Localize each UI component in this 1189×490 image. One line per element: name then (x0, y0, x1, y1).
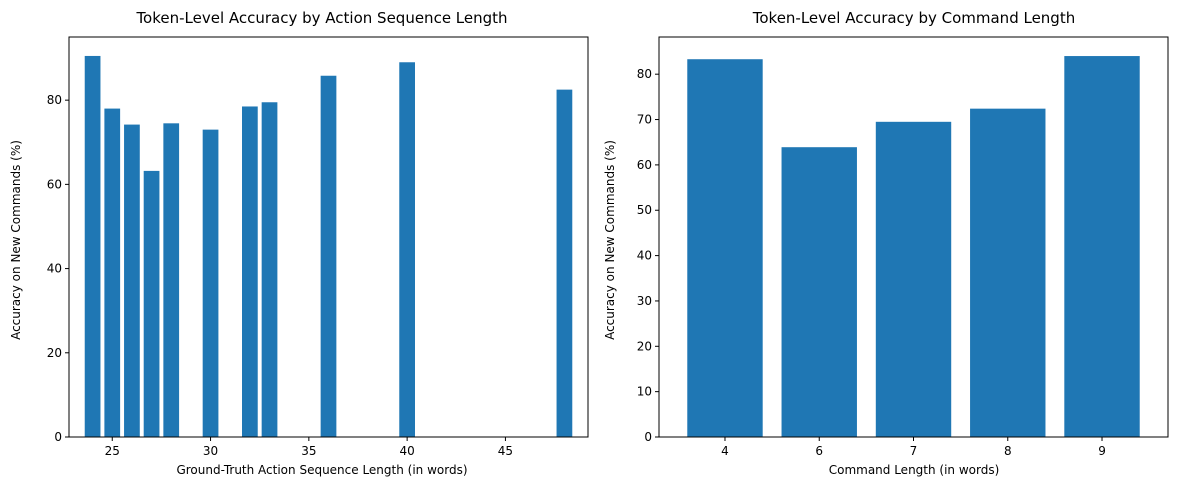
x-axis-label: Ground-Truth Action Sequence Length (in … (176, 463, 467, 477)
y-tick-label: 50 (637, 203, 652, 217)
bar (261, 102, 278, 437)
y-axis-ticks: 0 10 20 30 40 50 60 70 80 (637, 67, 659, 444)
bar-group (84, 55, 573, 438)
y-tick-label: 80 (47, 93, 62, 107)
y-tick-label: 80 (637, 67, 652, 81)
y-tick-label: 0 (644, 430, 652, 444)
x-tick-label: 9 (1098, 444, 1106, 458)
y-tick-label: 60 (637, 158, 652, 172)
chart-title: Token-Level Accuracy by Action Sequence … (135, 9, 507, 27)
bar (970, 108, 1046, 437)
bar (143, 170, 160, 437)
bar (875, 121, 952, 437)
bar (202, 129, 219, 437)
y-tick-label: 10 (637, 385, 652, 399)
y-tick-label: 30 (637, 294, 652, 308)
chart-command-length: Token-Level Accuracy by Command Length 4… (603, 9, 1169, 477)
x-tick-label: 25 (105, 444, 120, 458)
y-tick-label: 40 (637, 249, 652, 263)
x-tick-label: 30 (203, 444, 218, 458)
y-axis-label: Accuracy on New Commands (%) (603, 140, 617, 340)
y-tick-label: 70 (637, 113, 652, 127)
x-tick-label: 35 (301, 444, 316, 458)
bar (781, 147, 857, 437)
y-tick-label: 0 (54, 430, 62, 444)
x-tick-label: 7 (910, 444, 918, 458)
bar (556, 89, 573, 437)
bar (399, 62, 415, 437)
y-axis-label: Accuracy on New Commands (%) (9, 140, 23, 340)
x-axis-label: Command Length (in words) (829, 463, 1000, 477)
y-tick-label: 40 (47, 262, 62, 276)
y-tick-label: 20 (47, 346, 62, 360)
x-tick-label: 8 (1004, 444, 1012, 458)
chart-title: Token-Level Accuracy by Command Length (752, 9, 1075, 27)
bar (163, 123, 180, 437)
y-tick-label: 60 (47, 177, 62, 191)
y-axis-ticks: 0 20 40 60 80 (47, 93, 69, 444)
x-tick-label: 6 (815, 444, 823, 458)
x-tick-label: 40 (399, 444, 414, 458)
bar (242, 106, 258, 437)
x-tick-label: 4 (721, 444, 729, 458)
bar (320, 75, 337, 438)
plot-frame (68, 36, 589, 438)
y-tick-label: 20 (637, 339, 652, 353)
x-tick-label: 45 (498, 444, 513, 458)
bar (104, 108, 121, 437)
bar (84, 55, 101, 437)
x-axis-ticks: 4 6 7 8 9 (721, 437, 1106, 458)
bar (687, 59, 763, 437)
bar (1064, 56, 1140, 438)
x-axis-ticks: 25 30 35 40 45 (105, 437, 513, 458)
bar-group (687, 56, 1140, 438)
plot-frame (658, 36, 1169, 438)
chart-action-sequence-length: Token-Level Accuracy by Action Sequence … (9, 9, 589, 477)
bar (124, 124, 140, 437)
